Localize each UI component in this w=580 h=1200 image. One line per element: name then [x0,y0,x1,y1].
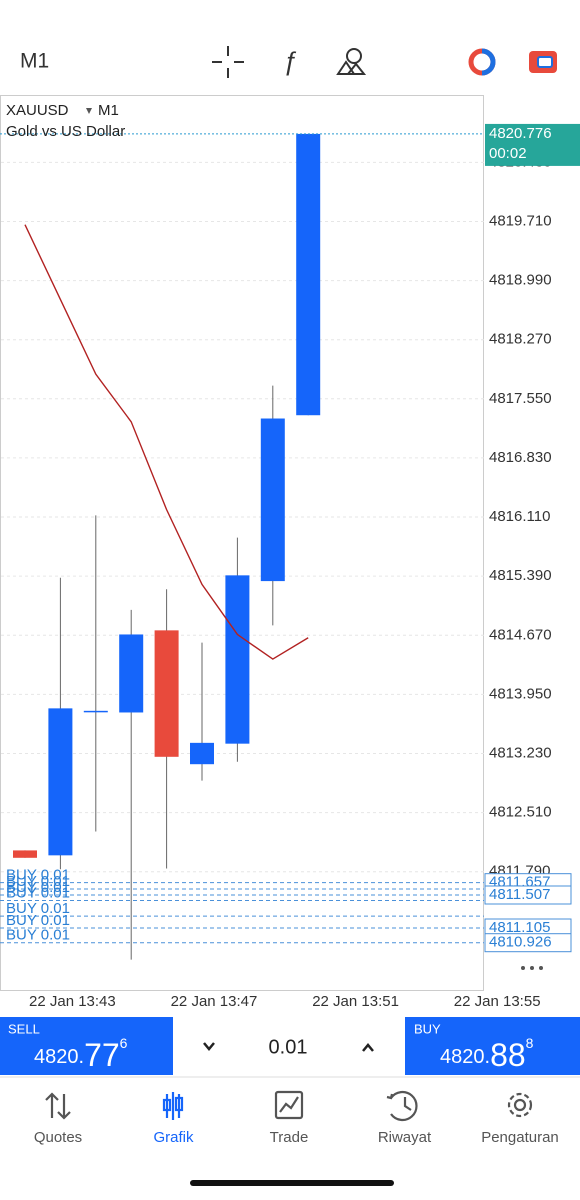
trade-icon[interactable] [529,51,557,73]
buy-price: 4820.888 [440,1035,534,1074]
nav-bar: Quotes Grafik Trade Riwayat Pengaturan [34,1129,559,1146]
quotes-icon[interactable] [45,1092,71,1120]
home-indicator [190,1180,394,1186]
x-tick-label: 22 Jan 13:47 [171,993,258,1010]
order-price-box [484,933,572,953]
nav-icons [45,1090,533,1122]
candle-body [154,630,179,757]
order-price-label: 4811.507 [489,886,550,903]
order-label: BUY 0.01 [6,879,70,896]
chart-description: Gold vs US Dollar [6,123,125,140]
crosshair-icon[interactable] [212,46,244,78]
sell-price: 4820.776 [34,1035,128,1074]
symbol-dropdown[interactable] [86,108,92,114]
order-label: BUY 0.01 [6,867,70,884]
order-label: BUY 0.01 [6,927,70,944]
history-icon[interactable] [386,1090,418,1122]
y-tick-label: 4814.670 [489,626,552,643]
chart: 4811.7904812.5104813.2304813.9504814.670… [0,123,580,1010]
last-price-box [485,123,580,166]
x-tick-label: 22 Jan 13:43 [29,993,116,1010]
volume-up[interactable] [362,1043,374,1052]
candle-body [260,418,285,582]
more-icon[interactable] [521,966,543,970]
moving-average [24,224,309,660]
y-tick-label: 4813.230 [489,744,552,761]
settings-icon[interactable] [507,1092,533,1118]
sell-label: SELL [8,1021,40,1036]
buy-button[interactable] [405,1017,580,1075]
candle-body [13,850,37,858]
nav-label[interactable]: Quotes [34,1129,82,1146]
candle-body [83,710,108,713]
buy-label: BUY [414,1021,441,1036]
objects-icon[interactable] [336,48,367,75]
timeframe[interactable]: M1 [20,50,49,73]
order-price-label: 4810.926 [489,934,552,951]
order-label: BUY 0.01 [6,884,70,901]
order-label: BUY 0.01 [6,900,70,917]
y-tick-label: 4818.990 [489,272,552,289]
y-tick-label: 4817.550 [489,390,552,407]
x-tick-label: 22 Jan 13:51 [312,993,399,1010]
volume-down[interactable] [203,1042,215,1051]
nav-label[interactable]: Trade [270,1129,309,1146]
y-tick-label: 4812.510 [489,804,552,821]
bar-timer: 00:02 [489,145,527,162]
candle-body [48,708,73,856]
order-label: BUY 0.01 [6,873,70,890]
account-icon[interactable] [468,48,496,76]
candle-body [296,133,321,416]
indicator-icon[interactable]: ƒ [283,46,297,76]
y-tick-label: 4818.270 [489,331,552,348]
order-price-label: 4811.105 [489,919,550,936]
trade-nav-icon[interactable] [274,1090,304,1120]
chart-frame [0,95,484,991]
sell-button[interactable] [0,1017,173,1075]
x-tick-label: 22 Jan 13:55 [454,993,541,1010]
y-tick-label: 4819.710 [489,212,552,229]
candle-body [190,742,214,765]
order-label: BUY 0.01 [6,912,70,929]
last-price-label: 4820.776 [489,125,552,142]
nav-label[interactable]: Grafik [153,1129,194,1146]
y-tick-label: 4813.950 [489,685,552,702]
nav-label[interactable]: Pengaturan [481,1129,559,1146]
chart-icon[interactable] [162,1092,184,1120]
candle-body [119,634,144,713]
y-tick-label: 4816.110 [489,508,550,525]
y-tick-label: 4815.390 [489,567,552,584]
candle-body [225,575,250,744]
volume[interactable]: 0.01 [269,1036,308,1058]
chart-symbol: XAUUSD [6,102,69,119]
chart-timeframe: M1 [98,102,119,119]
nav-label[interactable]: Riwayat [378,1129,432,1146]
y-tick-label: 4816.830 [489,449,552,466]
order-price-box [484,885,572,905]
